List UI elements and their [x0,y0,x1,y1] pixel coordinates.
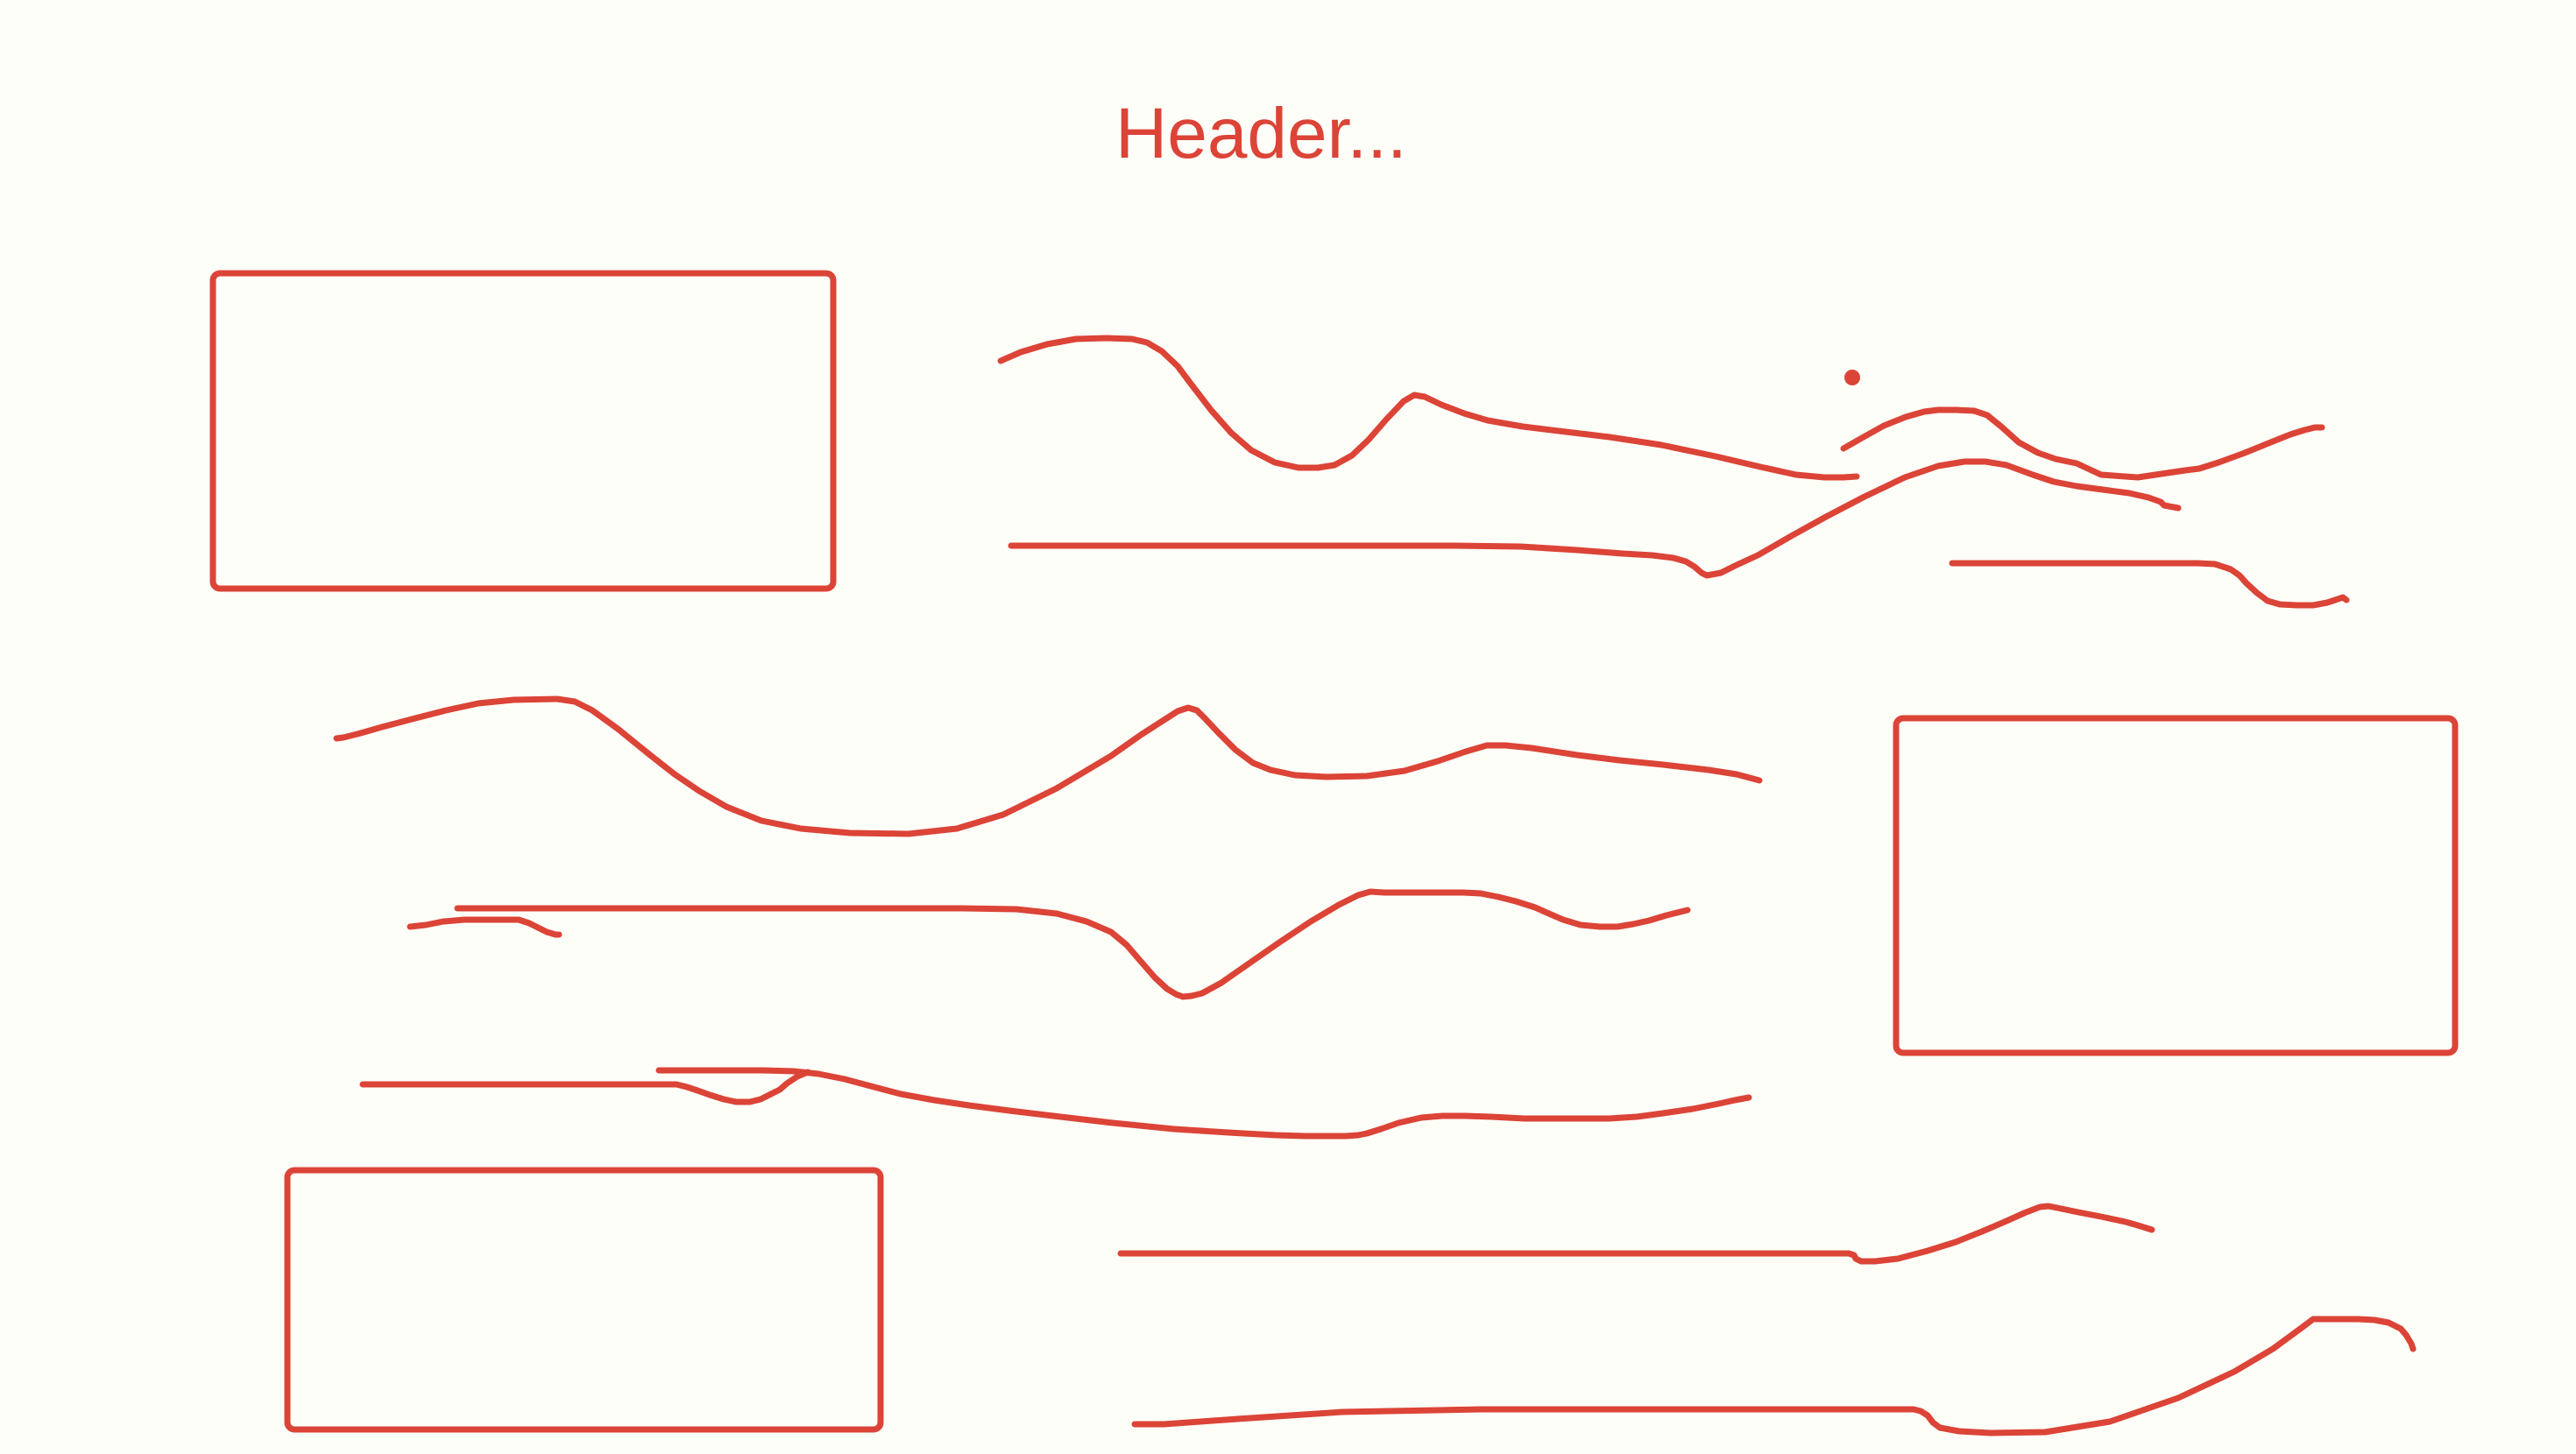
scribble-line-11 [1131,1316,2417,1436]
scribble-line-9 [655,1067,1752,1140]
scribble-line-6 [454,888,1691,1000]
placeholder-box-bottom-left [284,1167,884,1433]
scribble-line-10 [1117,1203,2155,1265]
placeholder-box-top-left [209,270,837,592]
scribble-line-8 [359,1069,811,1105]
scribble-line-3 [1840,406,2325,481]
placeholder-box-right [1893,715,2459,1056]
scribble-line-7 [407,916,563,938]
scribble-line-4 [1949,560,2350,609]
scribble-line-2 [1008,458,2182,579]
sketch-dot [1844,370,1860,385]
header-text: Header... [1115,94,1407,173]
scribble-line-5 [333,695,1763,837]
scribble-line-1 [997,335,1860,481]
